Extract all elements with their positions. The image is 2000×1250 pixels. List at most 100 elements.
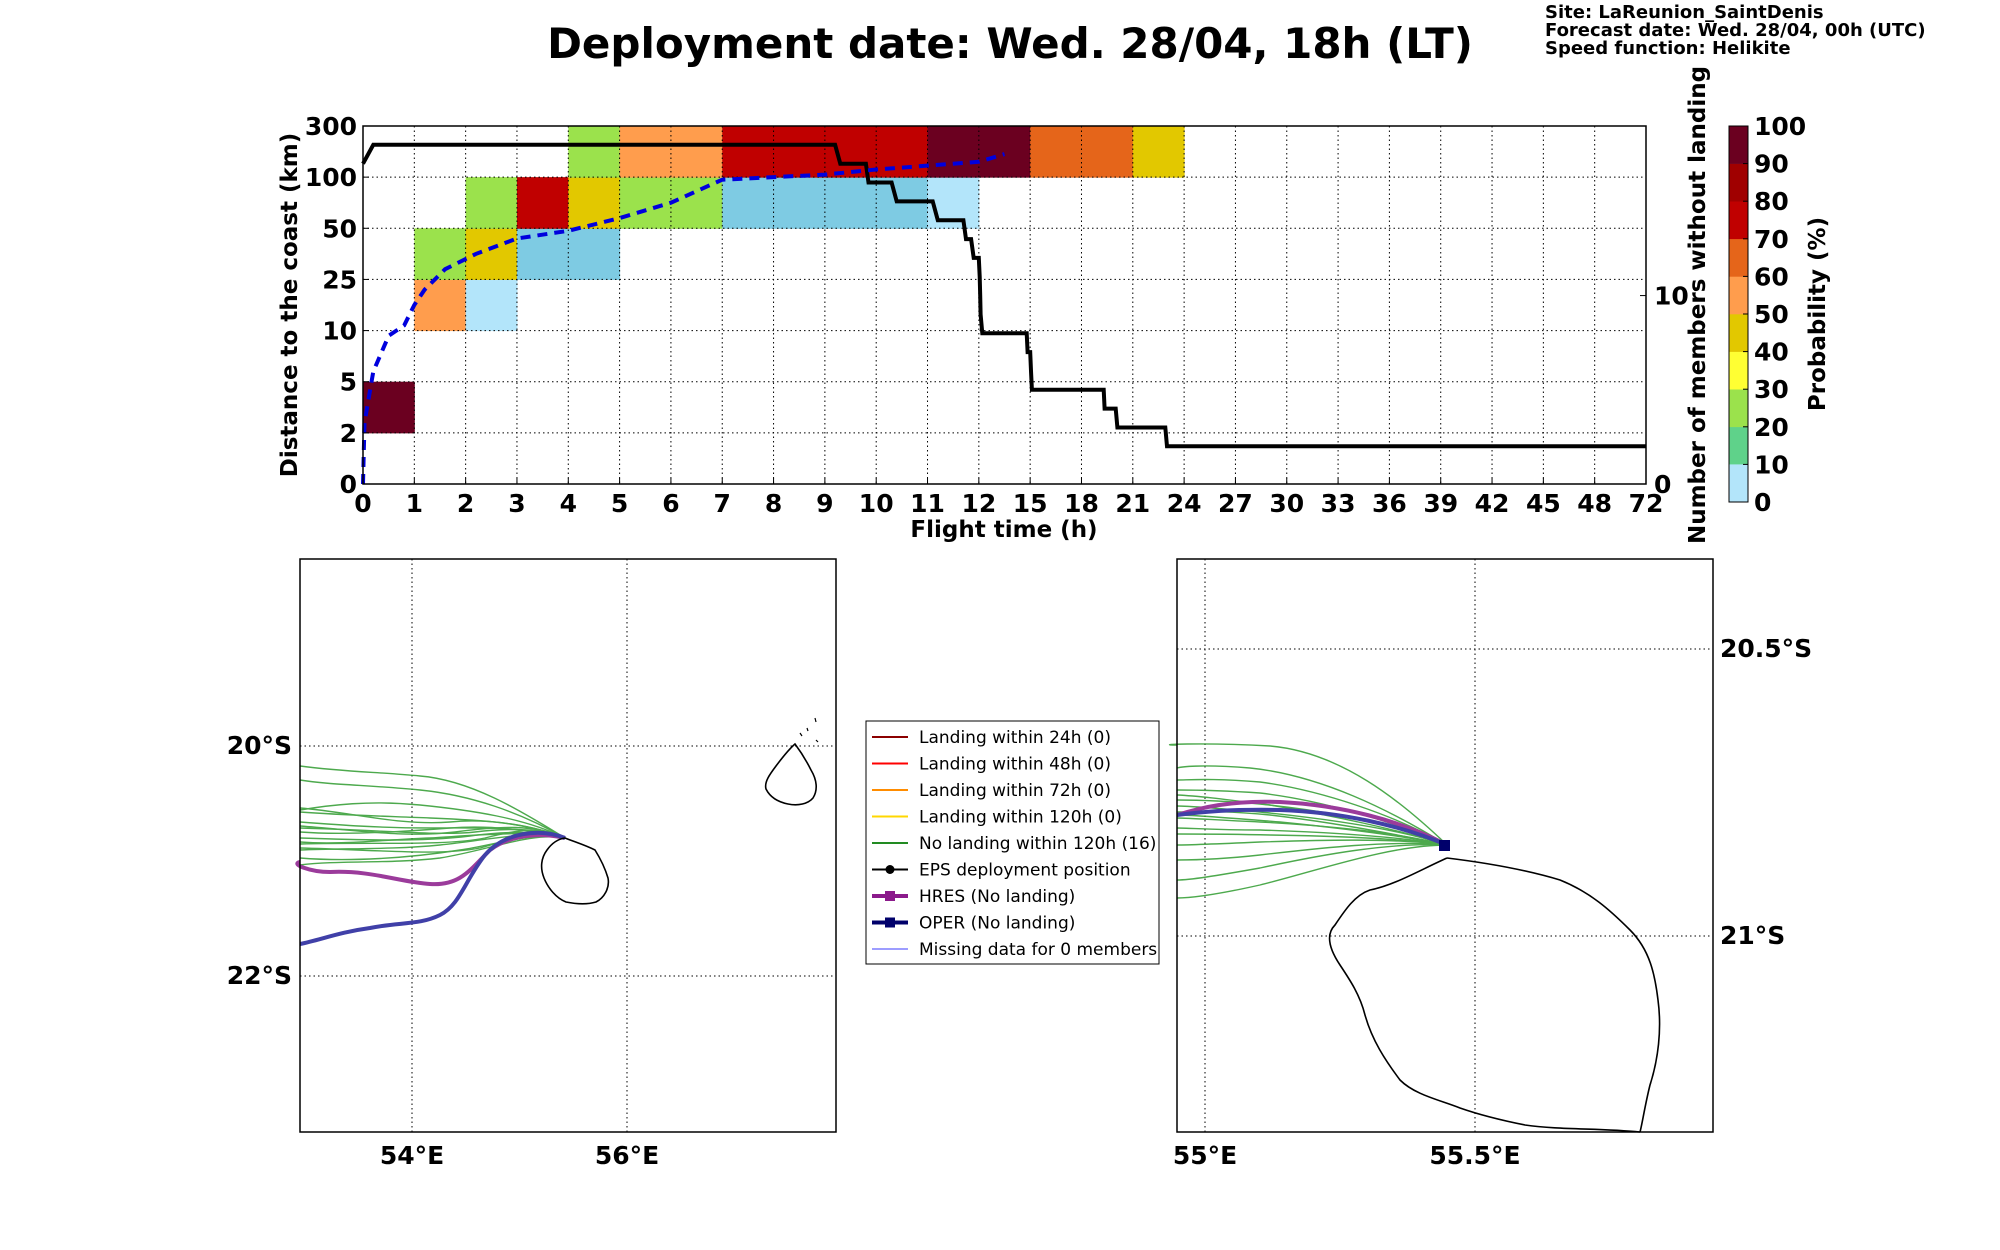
trajectory-line [299,829,566,845]
colorbar-tick-label: 70 [1754,225,1789,254]
x-axis-label: Flight time (h) [910,517,1097,543]
trajectory-line [1176,842,1448,861]
probability-cell [722,126,775,178]
chart-frame [362,125,1647,485]
y-tick-label: 100 [305,163,357,192]
trajectory-line [1176,827,1448,846]
trajectory-line [1176,839,1448,846]
deployment-marker [1439,840,1450,851]
colorbar-blocks [1729,126,1748,503]
legend-label: Landing within 48h (0) [919,755,1111,775]
colorbar-segment [1729,201,1748,240]
colorbar-tick-label: 90 [1754,150,1789,179]
y2-axis-label: Number of members without landing [1685,66,1711,544]
figure-title: Deployment date: Wed. 28/04, 18h (LT) [547,19,1473,68]
trajectory-line [299,807,566,839]
oper-trajectory [299,830,566,946]
trajectory-line [299,802,566,839]
map-tick-labels: 54°E 56°E 20°S 22°S [227,731,659,1170]
x-tick-label: 36 [1372,489,1407,518]
reunion-coastline [540,837,610,905]
oper-trajectory [1176,807,1448,847]
colorbar-segment [1729,426,1748,465]
legend-label: Landing within 72h (0) [919,781,1111,801]
distance-median-line [361,152,1006,485]
probability-chart: 0 1 2 3 4 5 6 7 8 9 10 11 12 15 18 21 24 27 30 33 36 39 42 45 48… [277,66,1711,544]
probability-cell [619,177,672,229]
longitude-label: 55°E [1173,1141,1237,1170]
hres-trajectory [1176,799,1448,847]
x-tick-label: 27 [1218,489,1253,518]
y2-tick-label: 0 [1654,470,1671,499]
members-without-landing-line [361,142,1646,449]
trajectory-line [299,779,566,839]
zoomed-trajectory-map: 55°E 55.5°E 20.5°S 21°S [1169,558,1812,1170]
x-tick-label: 6 [662,489,679,518]
legend: Landing within 24h (0) Landing within 48h… [865,720,1160,965]
colorbar-tick-label: 0 [1754,488,1771,517]
colorbar-segment [1729,389,1748,428]
y-tick-label: 10 [322,317,357,346]
y-tick-label: 300 [305,112,357,141]
probability-cell [876,126,929,178]
latitude-label: 20.5°S [1720,634,1812,663]
trajectory-line [1176,794,1448,846]
longitude-label: 55.5°E [1429,1141,1520,1170]
probability-cell [568,126,621,178]
y-tick-label: 5 [340,368,357,397]
probability-cell [722,177,775,229]
speed-function-label: Speed function: Helikite [1545,38,1791,59]
legend-label: HRES (No landing) [919,887,1075,907]
trajectory-line [1176,814,1448,846]
x-tick-label: 5 [611,489,628,518]
map-frame [299,558,837,1133]
trajectory-line [299,836,566,866]
x-tick-label: 4 [560,489,577,518]
x-tick-label: 3 [508,489,525,518]
latitude-label: 20°S [227,731,292,760]
probability-cell [619,126,672,178]
trajectory-line [1169,743,1448,846]
probability-cell [978,126,1031,178]
trajectory-line [299,765,566,839]
colorbar-tick-label: 50 [1754,300,1789,329]
x-tick-label: 45 [1526,489,1561,518]
colorbar-segment [1729,314,1748,352]
probability-cell [568,228,621,280]
x-tick-label: 33 [1321,489,1356,518]
y2-axis-ticks: 0 10 [1640,282,1689,499]
x-tick-label: 11 [910,489,945,518]
probability-cell [670,126,723,178]
probability-cell [414,279,467,332]
site-label: Site: LaReunion_SaintDenis [1545,2,1824,23]
x-tick-label: 18 [1064,489,1099,518]
reunion-coastline [1328,857,1661,1133]
map-frame [1176,558,1714,1133]
probability-cell [1030,126,1082,178]
y-axis-label: Distance to the coast (km) [277,133,303,478]
islet-marks [799,717,819,743]
colorbar-segment [1729,464,1748,502]
probability-cell [824,177,877,229]
x-tick-label: 12 [961,489,996,518]
y-tick-label: 25 [322,265,357,294]
latitude-label: 22°S [227,961,292,990]
x-tick-label: 39 [1423,489,1458,518]
x-tick-label: 7 [714,489,731,518]
chart-gridlines [363,126,1646,484]
probability-cell [465,279,518,332]
trajectory-line [1176,843,1448,881]
probability-cell [1081,126,1134,178]
colorbar-tick-label: 40 [1754,338,1789,367]
probability-cell [927,126,980,178]
x-axis-ticks: 0 1 2 3 4 5 6 7 8 9 10 11 12 15 18 21 24 27 30 33 36 39 42 45 48… [354,478,1663,518]
map-tick-labels: 55°E 55.5°E 20.5°S 21°S [1173,634,1812,1170]
probability-cells [363,126,1185,434]
mauritius-coastline [764,742,817,806]
member-trajectories [1169,743,1448,899]
x-tick-label: 48 [1577,489,1612,518]
probability-cell [516,177,569,229]
x-tick-label: 30 [1269,489,1304,518]
